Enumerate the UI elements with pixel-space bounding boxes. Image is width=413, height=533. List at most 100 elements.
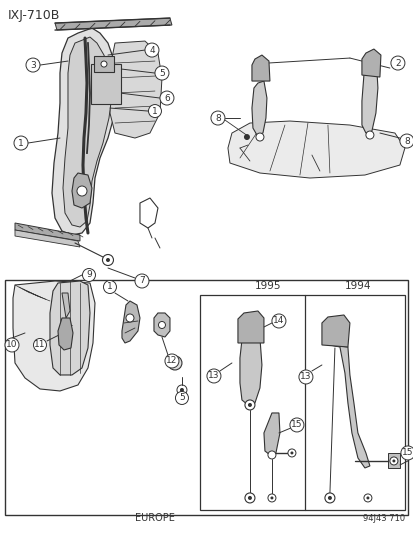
Circle shape: [247, 496, 252, 500]
FancyBboxPatch shape: [199, 295, 404, 510]
Circle shape: [366, 496, 368, 499]
Text: 1: 1: [107, 282, 113, 292]
Text: 9: 9: [86, 271, 92, 279]
Circle shape: [244, 400, 254, 410]
Circle shape: [126, 314, 134, 322]
Circle shape: [148, 104, 161, 118]
Text: EUROPE: EUROPE: [135, 513, 174, 523]
Polygon shape: [110, 41, 161, 138]
Text: 94J43 710: 94J43 710: [362, 514, 404, 523]
Polygon shape: [228, 121, 404, 178]
Circle shape: [171, 360, 178, 366]
Circle shape: [211, 111, 224, 125]
Text: 14: 14: [273, 317, 284, 326]
Text: 4: 4: [149, 45, 154, 54]
Polygon shape: [52, 28, 118, 235]
Circle shape: [5, 338, 19, 352]
Text: 13: 13: [208, 372, 219, 381]
Text: 1: 1: [18, 139, 24, 148]
Text: 8: 8: [215, 114, 220, 123]
Polygon shape: [58, 318, 73, 350]
Circle shape: [77, 186, 87, 196]
Circle shape: [247, 403, 252, 407]
Circle shape: [243, 134, 249, 140]
Circle shape: [267, 451, 275, 459]
Polygon shape: [361, 68, 377, 133]
Circle shape: [271, 314, 285, 328]
Text: 5: 5: [179, 393, 184, 402]
Polygon shape: [15, 230, 80, 247]
Polygon shape: [329, 345, 369, 468]
Polygon shape: [240, 338, 261, 405]
Text: 15: 15: [290, 421, 302, 430]
Circle shape: [168, 356, 182, 370]
Circle shape: [154, 66, 169, 80]
Polygon shape: [50, 281, 90, 375]
Circle shape: [158, 321, 165, 328]
Polygon shape: [72, 173, 92, 208]
Text: 11: 11: [34, 341, 45, 350]
Text: 5: 5: [159, 69, 164, 77]
FancyBboxPatch shape: [94, 56, 114, 72]
Polygon shape: [122, 301, 140, 343]
Circle shape: [82, 269, 95, 281]
Polygon shape: [252, 81, 266, 135]
Circle shape: [287, 449, 295, 457]
Circle shape: [135, 274, 149, 288]
Circle shape: [389, 457, 397, 465]
Circle shape: [26, 58, 40, 72]
Text: 3: 3: [30, 61, 36, 69]
Circle shape: [365, 131, 373, 139]
Circle shape: [33, 338, 46, 351]
Text: 13: 13: [299, 373, 311, 382]
Polygon shape: [62, 293, 70, 318]
Text: 10: 10: [6, 341, 18, 350]
Circle shape: [101, 61, 107, 67]
Circle shape: [289, 418, 303, 432]
Circle shape: [290, 451, 293, 455]
Circle shape: [392, 459, 394, 463]
FancyBboxPatch shape: [91, 64, 121, 104]
Circle shape: [324, 493, 334, 503]
Text: 2: 2: [394, 59, 400, 68]
Circle shape: [159, 91, 173, 105]
Polygon shape: [13, 281, 95, 391]
Circle shape: [255, 133, 263, 141]
Polygon shape: [361, 49, 380, 77]
Polygon shape: [63, 37, 112, 227]
Circle shape: [267, 494, 275, 502]
Text: 1995: 1995: [254, 281, 280, 291]
Circle shape: [103, 280, 116, 294]
Polygon shape: [237, 311, 263, 343]
Circle shape: [399, 134, 413, 148]
Polygon shape: [55, 18, 171, 30]
Text: IXJ-710B: IXJ-710B: [8, 9, 60, 22]
Circle shape: [175, 391, 188, 405]
Text: 1994: 1994: [344, 281, 370, 291]
Circle shape: [327, 496, 331, 500]
Text: 1: 1: [152, 107, 157, 116]
Polygon shape: [252, 55, 269, 81]
Circle shape: [14, 136, 28, 150]
Polygon shape: [321, 315, 349, 347]
Circle shape: [180, 388, 183, 392]
Circle shape: [102, 254, 113, 265]
Circle shape: [206, 369, 221, 383]
Circle shape: [298, 370, 312, 384]
Text: 6: 6: [164, 93, 169, 102]
Text: 7: 7: [139, 277, 145, 286]
Text: 15: 15: [401, 448, 413, 457]
Circle shape: [164, 354, 178, 368]
Circle shape: [176, 385, 187, 395]
Polygon shape: [263, 413, 279, 455]
Circle shape: [363, 494, 371, 502]
Text: 8: 8: [403, 136, 409, 146]
Polygon shape: [15, 223, 80, 241]
Circle shape: [106, 258, 110, 262]
Circle shape: [390, 56, 404, 70]
Circle shape: [270, 496, 273, 499]
Text: 12: 12: [166, 357, 177, 366]
FancyBboxPatch shape: [5, 280, 407, 515]
Circle shape: [244, 493, 254, 503]
Polygon shape: [154, 313, 170, 337]
